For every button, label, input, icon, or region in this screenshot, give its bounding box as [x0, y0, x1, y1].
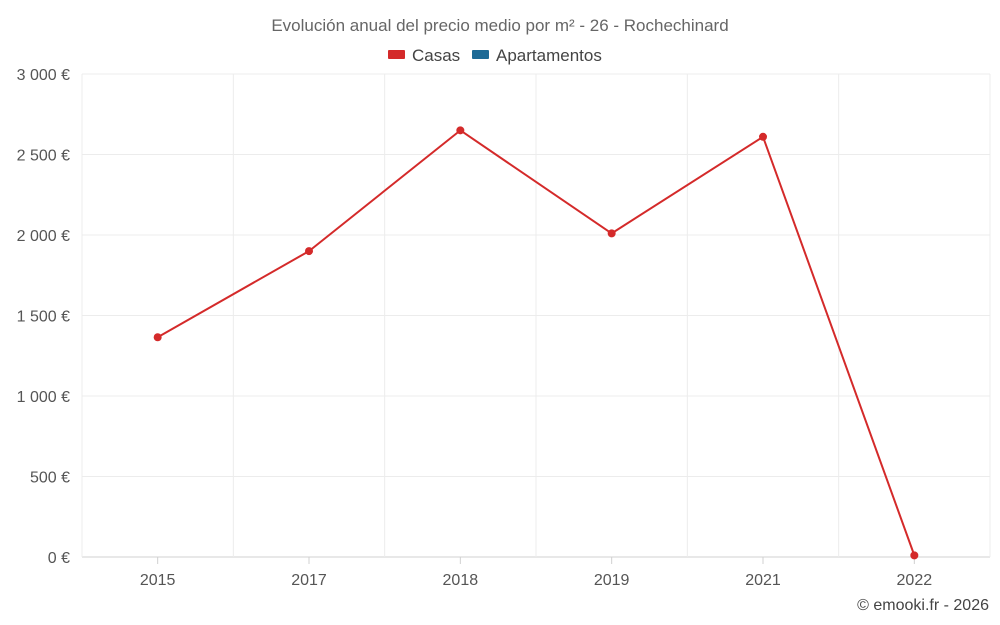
legend-label-apartamentos: Apartamentos [496, 46, 602, 65]
y-tick-label: 1 500 € [17, 309, 70, 326]
data-point [607, 229, 616, 238]
data-point [456, 126, 465, 135]
data-point [305, 247, 313, 256]
legend-swatch-apartamentos [472, 50, 489, 59]
chart-title: Evolución anual del precio medio por m² … [271, 16, 728, 35]
data-point [153, 333, 162, 342]
x-tick-label: 2022 [897, 572, 933, 589]
credit-text: © emooki.fr - 2026 [857, 597, 989, 614]
legend-item-apartamentos[interactable]: Apartamentos [472, 46, 602, 65]
y-tick-label: 2 000 € [17, 228, 70, 245]
data-point [910, 551, 919, 560]
y-tick-label: 0 € [48, 550, 70, 567]
y-axis: 0 € 500 € 1 000 € 1 500 € 2 000 € 2 500 € 3 00… [17, 67, 70, 567]
series-line-casas [157, 129, 916, 556]
data-point [759, 132, 767, 141]
x-tick-label: 2017 [291, 572, 327, 589]
x-tick-label: 2019 [594, 572, 630, 589]
series-layer [153, 126, 919, 560]
y-tick-label: 3 000 € [17, 67, 70, 84]
grid [81, 73, 991, 558]
x-tick-label: 2021 [745, 572, 781, 589]
legend-item-casas[interactable]: Casas [388, 46, 460, 65]
x-tick-label: 2018 [443, 572, 479, 589]
y-tick-label: 500 € [30, 470, 70, 487]
y-tick-label: 2 500 € [17, 148, 70, 165]
legend-swatch-casas [388, 50, 405, 59]
x-axis: 2015 2017 2018 2019 2021 2022 [140, 557, 932, 589]
legend-label-casas: Casas [412, 46, 460, 65]
x-tick-label: 2015 [140, 572, 176, 589]
legend: Casas Apartamentos [388, 46, 602, 65]
y-tick-label: 1 000 € [17, 389, 70, 406]
